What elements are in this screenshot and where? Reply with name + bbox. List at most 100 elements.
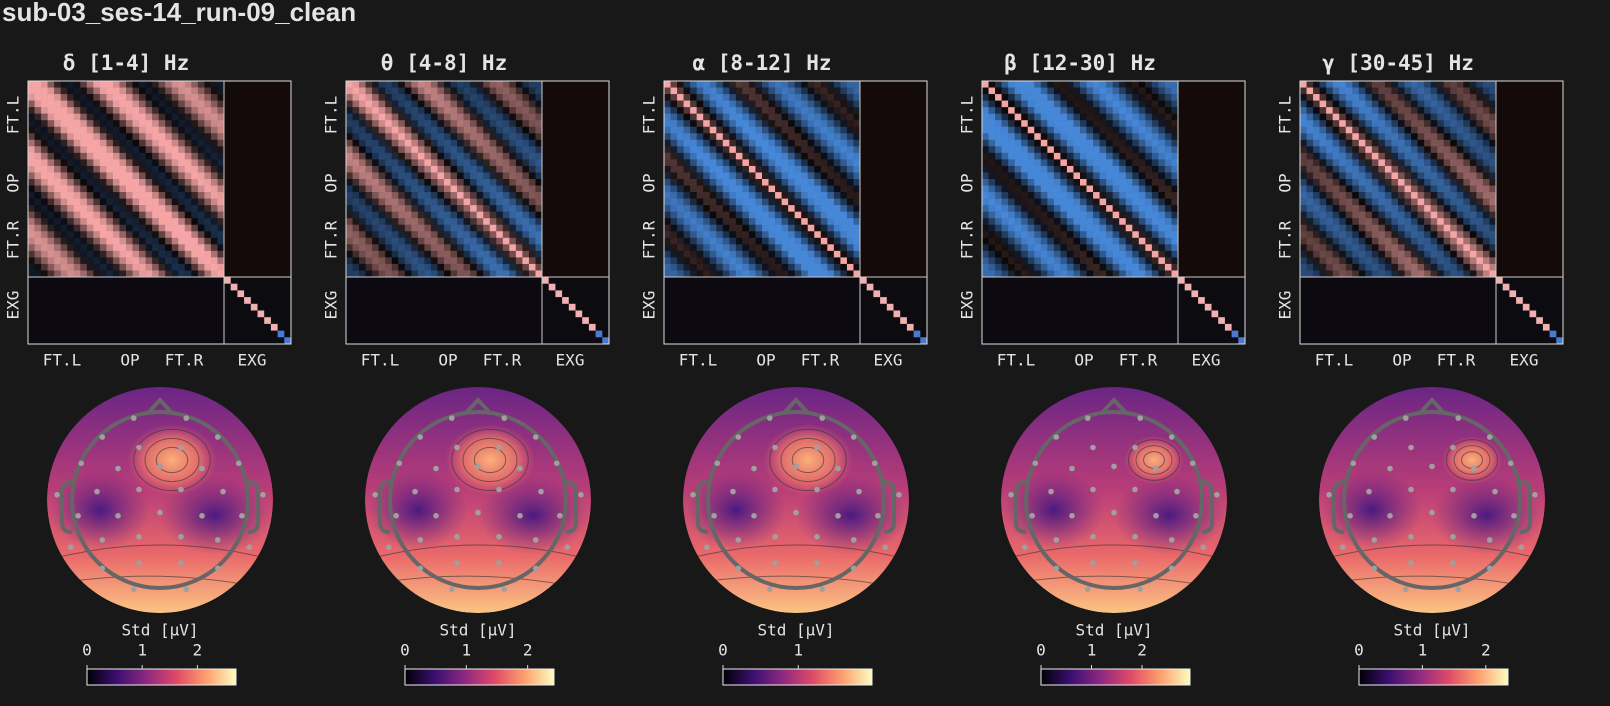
matrix-cell bbox=[515, 244, 523, 252]
matrix-cell bbox=[509, 146, 517, 154]
matrix-cell bbox=[204, 133, 212, 141]
matrix-cell bbox=[1319, 192, 1327, 199]
matrix-cell bbox=[1073, 224, 1081, 232]
matrix-cell bbox=[1001, 211, 1009, 219]
matrix-cell bbox=[742, 146, 750, 154]
matrix-cell bbox=[463, 172, 471, 180]
matrix-cell bbox=[1482, 81, 1490, 88]
matrix-cell bbox=[1145, 205, 1153, 212]
matrix-cell bbox=[833, 81, 841, 88]
matrix-cell bbox=[1424, 172, 1431, 180]
matrix-cell bbox=[430, 126, 438, 134]
matrix-cell bbox=[801, 139, 809, 147]
matrix-cell bbox=[820, 172, 828, 180]
electrode bbox=[1408, 560, 1414, 566]
matrix-cell bbox=[846, 250, 854, 258]
electrode bbox=[1408, 444, 1414, 451]
matrix-cell bbox=[755, 218, 763, 226]
matrix-cell bbox=[191, 270, 199, 278]
matrix-cell bbox=[768, 211, 776, 219]
matrix-cell bbox=[54, 165, 61, 173]
matrix-cell bbox=[1053, 120, 1061, 128]
matrix-cell bbox=[1145, 211, 1153, 219]
matrix-cell bbox=[86, 139, 94, 147]
matrix-cell bbox=[365, 257, 373, 265]
matrix-cell bbox=[1151, 257, 1159, 265]
matrix-cell bbox=[391, 159, 399, 167]
matrix-cell bbox=[217, 81, 225, 88]
matrix-cell bbox=[47, 159, 55, 167]
matrix-cell bbox=[781, 263, 789, 271]
matrix-cell bbox=[417, 244, 425, 252]
matrix-cell bbox=[1430, 257, 1438, 265]
matrix-cell bbox=[171, 81, 179, 88]
electrode bbox=[1153, 512, 1159, 519]
matrix-cell bbox=[807, 146, 815, 154]
matrix-cell bbox=[833, 231, 841, 239]
matrix-cell bbox=[677, 126, 684, 134]
matrix-cell bbox=[1164, 81, 1172, 88]
matrix-cell bbox=[722, 250, 730, 258]
x-tick-label: FT.L bbox=[997, 351, 1036, 370]
matrix-cell bbox=[132, 159, 140, 167]
matrix-cell bbox=[1145, 185, 1153, 193]
matrix-cell bbox=[1437, 244, 1445, 252]
matrix-cell bbox=[1027, 263, 1035, 271]
matrix-cell bbox=[1319, 120, 1327, 128]
matrix-cell bbox=[1047, 146, 1055, 154]
matrix-cell bbox=[372, 224, 379, 232]
matrix-cell bbox=[995, 231, 1002, 239]
matrix-cell bbox=[1027, 159, 1035, 167]
electrode bbox=[496, 486, 502, 493]
matrix-cell bbox=[47, 120, 55, 128]
matrix-cell bbox=[197, 192, 205, 199]
matrix-cell bbox=[509, 231, 517, 239]
head-outline bbox=[70, 410, 250, 590]
matrix-cell bbox=[444, 244, 451, 252]
electrode bbox=[1408, 486, 1414, 493]
matrix-cell bbox=[1132, 237, 1140, 245]
matrix-cell bbox=[762, 146, 769, 154]
matrix-cell bbox=[833, 159, 841, 167]
matrix-cell bbox=[1424, 231, 1431, 239]
matrix-cell bbox=[1112, 113, 1120, 121]
matrix-cell bbox=[696, 192, 704, 199]
matrix-cell bbox=[1424, 152, 1431, 160]
matrix-cell bbox=[1047, 81, 1055, 88]
x-tick-label: FT.R bbox=[1119, 351, 1158, 370]
matrix-cell bbox=[1463, 113, 1471, 121]
contour bbox=[473, 446, 507, 474]
matrix-cell bbox=[1365, 185, 1373, 193]
matrix-cell bbox=[463, 87, 471, 95]
matrix-cell bbox=[60, 139, 68, 147]
matrix-cell bbox=[1106, 133, 1113, 141]
matrix-cell bbox=[1132, 257, 1140, 265]
matrix-cell bbox=[807, 87, 815, 95]
matrix-cell bbox=[346, 244, 353, 252]
matrix-cell bbox=[1306, 198, 1314, 206]
matrix-cell bbox=[1456, 172, 1464, 180]
matrix-cell bbox=[846, 152, 854, 160]
matrix-cell bbox=[1332, 172, 1340, 180]
matrix-cell bbox=[93, 218, 101, 226]
matrix-cell bbox=[1027, 172, 1035, 180]
matrix-cell bbox=[1398, 159, 1405, 167]
matrix-cell bbox=[1443, 211, 1451, 219]
matrix-cell bbox=[1125, 211, 1133, 219]
matrix-cell bbox=[139, 87, 146, 95]
matrix-cell bbox=[683, 198, 691, 206]
matrix-cell bbox=[814, 179, 822, 186]
matrix-cell bbox=[988, 165, 996, 173]
matrix-cell bbox=[476, 192, 484, 199]
matrix-cell bbox=[411, 250, 419, 258]
matrix-cell bbox=[1345, 159, 1353, 167]
matrix-cell bbox=[1093, 192, 1100, 199]
matrix-cell bbox=[1417, 165, 1425, 173]
matrix-cell bbox=[444, 87, 451, 95]
matrix-cell bbox=[1027, 139, 1035, 147]
matrix-cell bbox=[988, 250, 996, 258]
matrix-cell bbox=[119, 126, 127, 134]
matrix-cell bbox=[1424, 270, 1431, 278]
matrix-cell bbox=[86, 205, 94, 212]
x-tick-label: EXG bbox=[874, 351, 903, 370]
